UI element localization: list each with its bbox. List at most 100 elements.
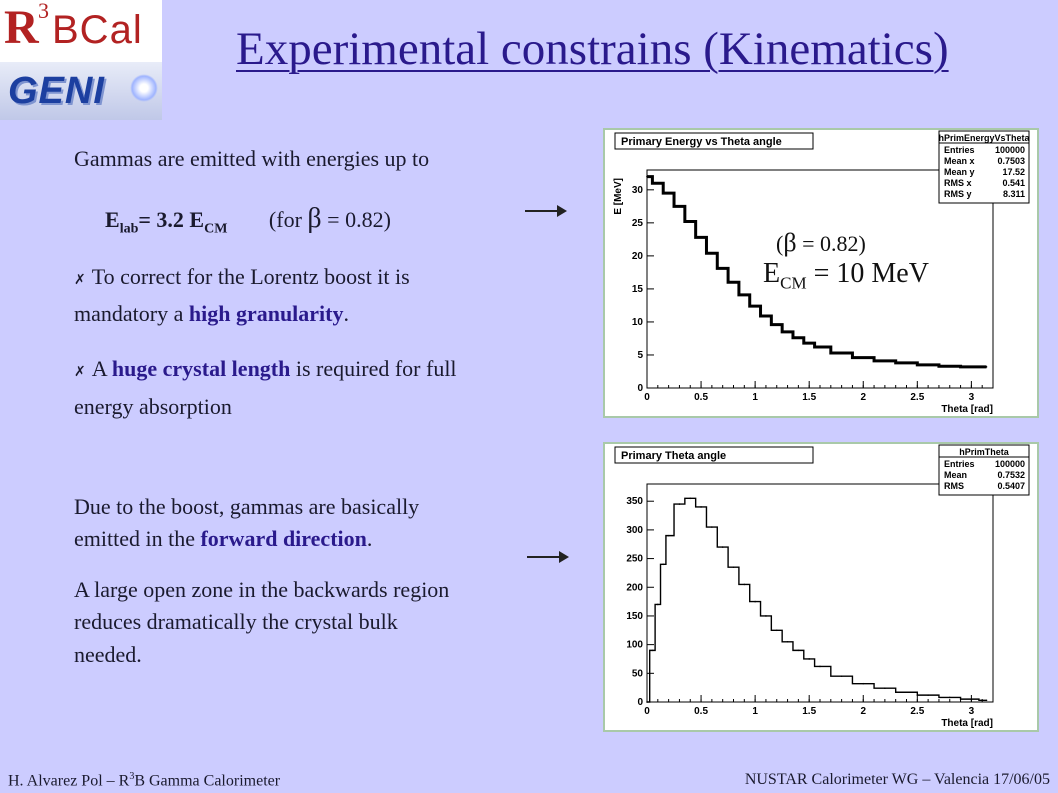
ecm-sub: CM	[780, 273, 807, 293]
bullet-2-text-a: A	[91, 356, 112, 381]
data-point	[700, 506, 702, 508]
elab-mid: = 3.2 E	[138, 207, 205, 232]
stats-label: Mean y	[944, 167, 975, 177]
stats-label: Entries	[944, 145, 975, 155]
x-tick-label: 2	[860, 392, 866, 403]
data-point	[786, 331, 789, 333]
geni-logo: GENI	[0, 62, 162, 120]
x-tick-label: 2.5	[910, 706, 924, 717]
bullet-1-text-b: mandatory a	[74, 301, 189, 326]
data-point	[667, 534, 670, 537]
theta-angle-chart: Primary Theta angle hPrimTheta Entries 1000…	[603, 442, 1039, 732]
data-point	[765, 315, 767, 317]
y-tick-label: 15	[632, 284, 644, 295]
data-point	[819, 346, 821, 348]
bullet-1-line-a: ✗ To correct for the Lorentz boost it is	[74, 261, 410, 297]
para-3-line-a: A large open zone in the backwards regio…	[74, 577, 450, 602]
data-point	[743, 583, 746, 586]
stats-label: RMS x	[944, 178, 972, 188]
data-point	[657, 603, 659, 606]
data-point	[786, 640, 789, 643]
stats-value: 0.7503	[997, 156, 1025, 166]
bullet-1-end: .	[343, 301, 350, 326]
elab-val: = 0.82)	[321, 207, 391, 232]
data-series-line	[647, 175, 987, 369]
data-point	[862, 356, 865, 359]
data-point	[662, 563, 665, 566]
y-tick-label: 150	[626, 611, 643, 622]
data-point	[905, 362, 908, 364]
bullet-2-text-c: energy absorption	[74, 394, 232, 419]
y-tick-label: 25	[632, 218, 644, 229]
stats-value: 100000	[995, 145, 1025, 155]
y-tick-label: 0	[637, 383, 643, 394]
data-point	[678, 503, 681, 505]
data-point	[775, 629, 778, 632]
ecm-value: = 10 MeV	[806, 258, 929, 289]
text-line-1: Gammas are emitted with energies up to	[74, 143, 429, 175]
data-point	[840, 352, 843, 354]
para-2-line-a: Due to the boost, gammas are basically	[74, 491, 419, 523]
data-point	[667, 192, 670, 194]
x-tick-label: 3	[969, 392, 975, 403]
logo: R 3 BCal GENI	[0, 0, 162, 120]
data-point	[970, 366, 973, 368]
data-point	[884, 687, 886, 690]
stats-label: RMS	[944, 481, 964, 491]
ecm-annotation: ECM = 10 MeV	[763, 258, 929, 294]
y-tick-label: 200	[626, 582, 643, 593]
data-point	[905, 691, 908, 694]
data-point	[754, 600, 756, 603]
data-point	[948, 365, 951, 367]
data-point	[646, 175, 648, 178]
x-tick-label: 1.5	[802, 706, 816, 717]
y-tick-label: 350	[626, 496, 643, 507]
data-series-line	[647, 497, 987, 703]
stats-label: Mean x	[944, 156, 975, 166]
logo-geni: GENI	[8, 70, 105, 112]
y-tick-label: 20	[632, 251, 644, 262]
data-point	[700, 236, 702, 239]
chart-title: Primary Energy vs Theta angle	[621, 136, 782, 148]
bullet-2-text-b: is required for full	[290, 356, 457, 381]
chart-title-box	[614, 446, 814, 464]
stats-label: Mean	[944, 470, 967, 480]
elab-cm: CM	[204, 221, 228, 237]
data-point	[732, 566, 735, 568]
y-tick-label: 0	[637, 697, 643, 708]
stats-value: 0.541	[1002, 178, 1025, 188]
chart-title: Primary Theta angle	[621, 450, 726, 462]
para-3-line-b: reduces dramatically the crystal bulk	[74, 609, 398, 634]
y-tick-label: 250	[626, 554, 643, 565]
data-point	[689, 497, 692, 500]
star-icon	[130, 74, 158, 102]
stats-value: 8.311	[1003, 189, 1025, 199]
elab-e: E	[105, 207, 120, 232]
data-point	[970, 698, 973, 700]
bullet-1-text-a: To correct for the Lorentz boost it is	[91, 264, 410, 289]
footer-left: H. Alvarez Pol – R3B Gamma Calorimeter	[8, 771, 280, 790]
bullet-2-line-a: ✗ A huge crystal length is required for f…	[74, 353, 457, 389]
x-tick-label: 0	[644, 706, 650, 717]
y-tick-label: 30	[632, 185, 644, 196]
x-tick-label: 0.5	[694, 706, 708, 717]
text-line-1-content: Gammas are emitted with energies up to	[74, 146, 430, 171]
stats-label: RMS y	[944, 189, 972, 199]
energy-vs-theta-chart: Primary Energy vs Theta angle hPrimEnergy…	[603, 128, 1039, 418]
data-point	[743, 294, 746, 296]
data-point	[985, 366, 988, 368]
x-tick-label: 1.5	[802, 392, 816, 403]
x-tick-label: 0.5	[694, 392, 708, 403]
data-point	[721, 546, 724, 548]
stats-value: 0.7532	[997, 470, 1025, 480]
r3bcal-logo: R 3 BCal	[0, 0, 162, 62]
data-point	[948, 696, 951, 699]
data-point	[721, 267, 724, 270]
page-title: Experimental constrains (Kinematics)	[236, 23, 949, 75]
ecm-e: E	[763, 258, 781, 289]
logo-superscript: 3	[38, 0, 49, 23]
stats-value: 17.52	[1002, 167, 1025, 177]
y-axis-label: E [MeV]	[613, 178, 624, 215]
para-2-highlight: forward direction	[200, 526, 367, 551]
x-axis-label: Theta [rad]	[941, 718, 993, 729]
